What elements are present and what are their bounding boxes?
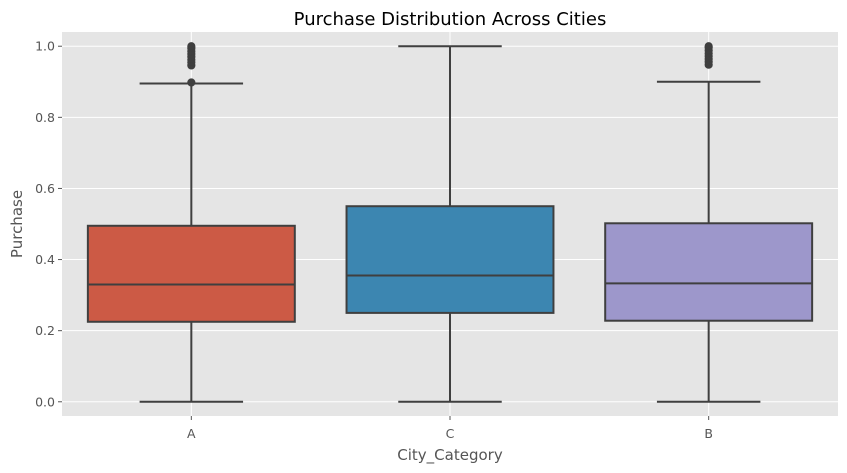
y-axis-label: Purchase (8, 190, 26, 258)
x-axis-label: City_Category (397, 446, 503, 465)
y-tick-label: 0.8 (35, 110, 55, 125)
box-iqr (604, 222, 814, 322)
box-iqr (345, 205, 555, 314)
x-tick-label: C (446, 426, 455, 441)
box-iqr (86, 224, 296, 323)
outlier-point (187, 78, 196, 87)
chart-title: Purchase Distribution Across Cities (294, 9, 607, 30)
y-axis-ticks: 0.0 0.2 0.4 0.6 0.8 1.0 (35, 39, 62, 409)
y-tick-label: 0.6 (35, 181, 55, 196)
outlier-point (187, 42, 196, 51)
x-tick-label: A (187, 426, 196, 441)
y-tick-label: 0.2 (35, 323, 55, 338)
y-tick-label: 0.4 (35, 252, 55, 267)
y-tick-label: 0.0 (35, 394, 55, 409)
box-plots (86, 42, 814, 403)
outlier-point (704, 42, 713, 51)
box-group-C (345, 45, 555, 403)
box-group-B (604, 42, 814, 403)
y-tick-label: 1.0 (35, 39, 55, 54)
box-group-A (86, 42, 296, 403)
x-tick-label: B (704, 426, 713, 441)
